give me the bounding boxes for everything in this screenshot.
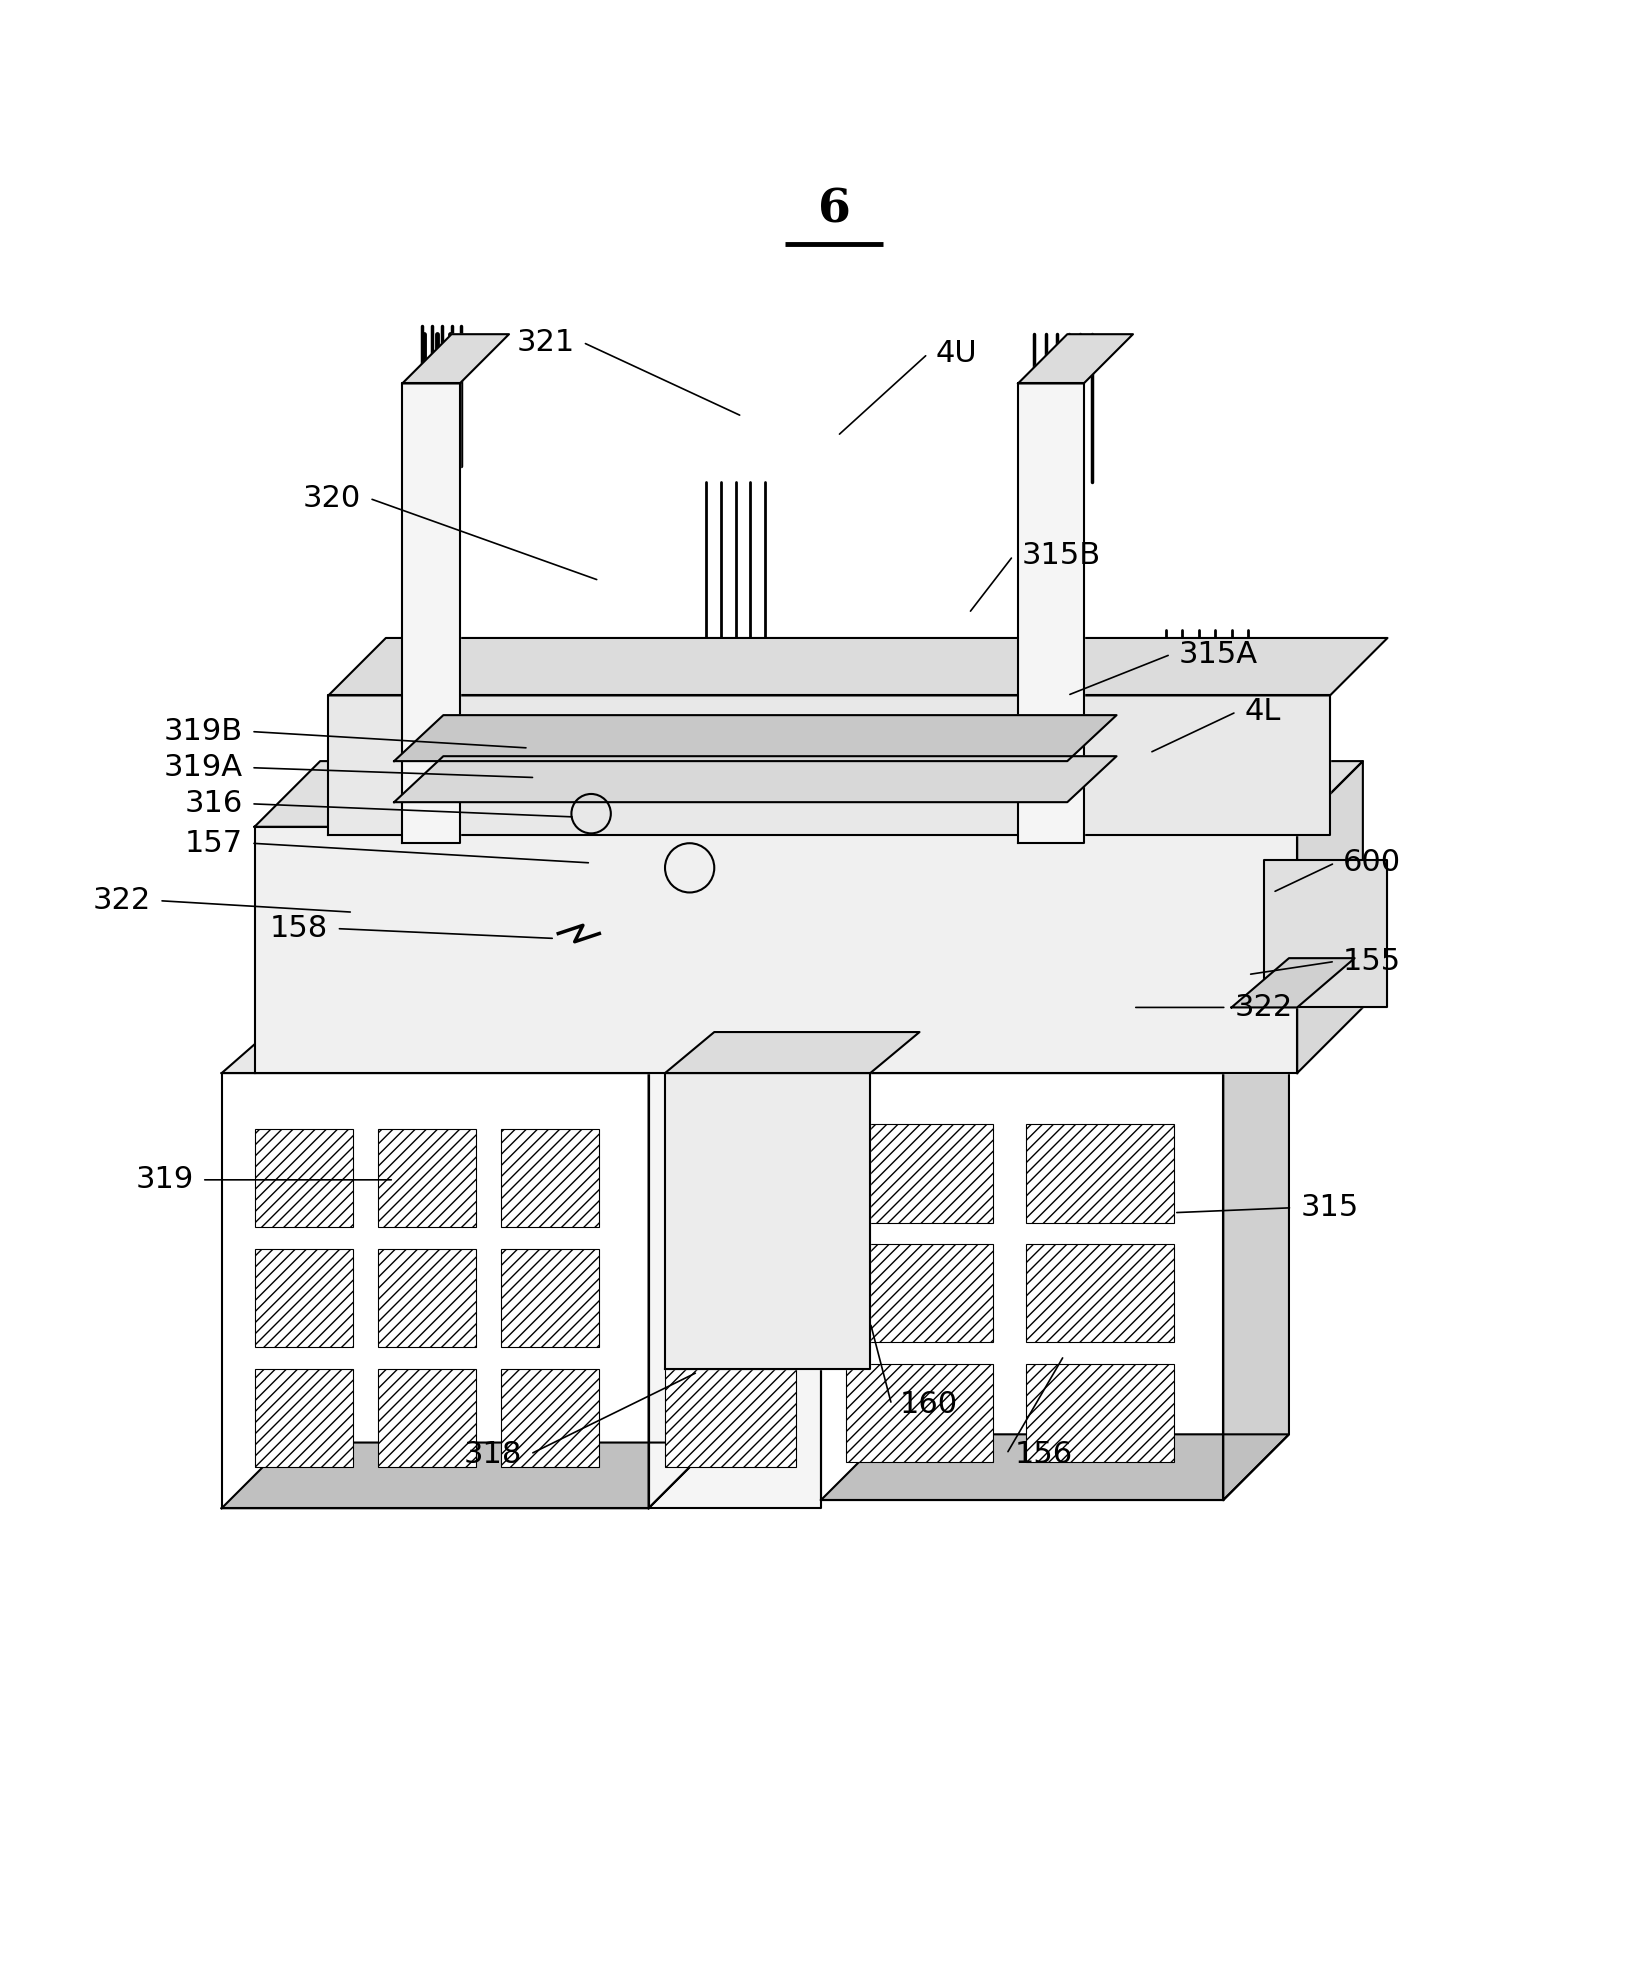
Polygon shape [402, 335, 509, 383]
Text: 158: 158 [271, 914, 328, 943]
Text: 315B: 315B [1021, 541, 1100, 571]
Bar [1026, 1245, 1174, 1342]
Bar [846, 1364, 993, 1463]
Polygon shape [821, 1435, 1289, 1500]
Polygon shape [1232, 957, 1355, 1007]
Text: 320: 320 [304, 484, 361, 513]
Bar [846, 1124, 993, 1223]
Bar [378, 1249, 476, 1348]
Polygon shape [255, 826, 1297, 1072]
Bar [501, 1130, 599, 1227]
Bar [255, 1130, 353, 1227]
Bar [255, 1249, 353, 1348]
Text: 322: 322 [1235, 993, 1292, 1023]
Bar [501, 1370, 599, 1467]
Bar [255, 1370, 353, 1467]
Polygon shape [1018, 383, 1084, 842]
Bar [1026, 1364, 1174, 1463]
Bar [665, 1130, 796, 1227]
Polygon shape [665, 1033, 920, 1072]
Polygon shape [1297, 761, 1363, 1072]
Bar [846, 1245, 993, 1342]
Polygon shape [402, 383, 460, 842]
Polygon shape [665, 1072, 870, 1370]
Text: 319: 319 [136, 1165, 194, 1195]
Polygon shape [255, 761, 1363, 826]
Text: 6: 6 [818, 186, 851, 232]
Text: 160: 160 [900, 1389, 957, 1419]
Text: 315: 315 [1300, 1193, 1358, 1223]
Polygon shape [328, 638, 1387, 696]
Text: 318: 318 [463, 1439, 522, 1469]
Polygon shape [1223, 1007, 1289, 1500]
Text: 316: 316 [186, 789, 243, 819]
Polygon shape [328, 696, 1330, 834]
Bar [378, 1370, 476, 1467]
Polygon shape [649, 1072, 821, 1508]
Text: 319B: 319B [164, 717, 243, 745]
Polygon shape [1018, 335, 1133, 383]
Text: 600: 600 [1343, 848, 1401, 878]
Polygon shape [222, 1443, 714, 1508]
Polygon shape [649, 1015, 714, 1508]
Polygon shape [222, 1015, 714, 1072]
Polygon shape [1264, 860, 1387, 1007]
Text: 319A: 319A [164, 753, 243, 783]
Polygon shape [394, 716, 1117, 761]
Bar [665, 1370, 796, 1467]
Bar [665, 1249, 796, 1348]
Text: 321: 321 [517, 327, 575, 357]
Text: 157: 157 [186, 828, 243, 858]
Polygon shape [821, 1072, 1223, 1500]
Bar [1026, 1124, 1174, 1223]
Bar [501, 1249, 599, 1348]
Text: 315A: 315A [1179, 640, 1258, 668]
Polygon shape [821, 1007, 1289, 1072]
Text: 322: 322 [94, 886, 151, 916]
Text: 156: 156 [1015, 1439, 1072, 1469]
Text: 4U: 4U [936, 339, 977, 369]
Polygon shape [222, 1072, 649, 1508]
Bar [378, 1130, 476, 1227]
Text: 4L: 4L [1245, 698, 1281, 725]
Polygon shape [394, 757, 1117, 803]
Text: 155: 155 [1343, 947, 1401, 975]
